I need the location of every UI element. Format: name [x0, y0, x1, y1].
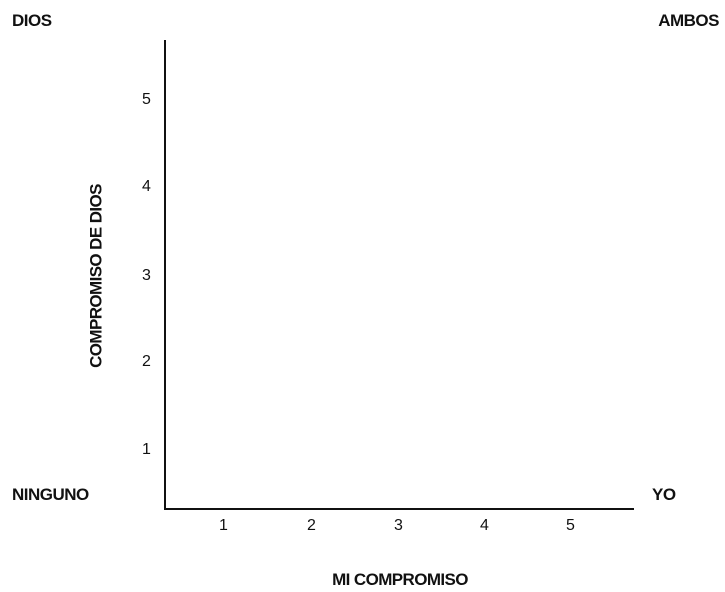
corner-label-dios: DIOS — [12, 11, 52, 30]
corner-label-ambos: AMBOS — [658, 11, 719, 30]
x-tick-label-5: 5 — [566, 517, 575, 534]
x-tick-label-4: 4 — [480, 517, 489, 534]
corner-label-yo: YO — [652, 485, 676, 504]
y-tick-label-1: 1 — [142, 441, 151, 458]
x-tick-label-1: 1 — [219, 517, 228, 534]
x-tick-label-2: 2 — [307, 517, 316, 534]
y-tick-label-5: 5 — [142, 91, 151, 108]
corner-label-ninguno: NINGUNO — [12, 485, 89, 504]
y-tick-label-3: 3 — [142, 267, 151, 284]
y-tick-label-4: 4 — [142, 178, 151, 195]
y-axis-title: COMPROMISO DE DIOS — [86, 184, 106, 368]
x-axis-title: MI COMPROMISO — [332, 570, 468, 589]
y-tick-label-2: 2 — [142, 353, 151, 370]
x-tick-label-3: 3 — [394, 517, 403, 534]
